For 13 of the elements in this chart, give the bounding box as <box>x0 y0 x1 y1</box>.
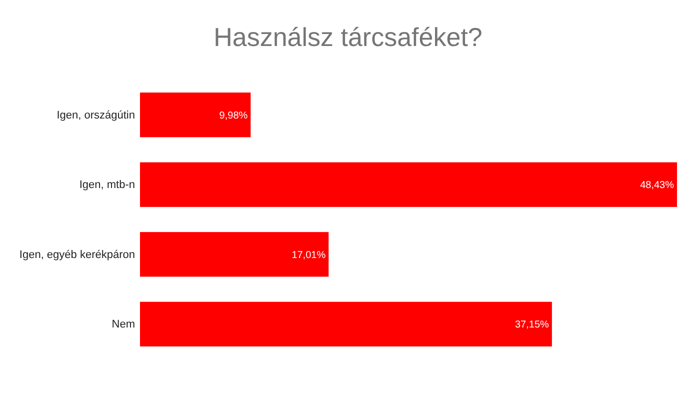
bar <box>140 92 251 138</box>
y-tick-label: Igen, országútin <box>56 109 135 122</box>
bar <box>140 302 552 346</box>
y-tick-label: Igen, mtb-n <box>79 179 135 192</box>
data-label: 17,01% <box>292 250 326 261</box>
data-label: 37,15% <box>515 320 550 331</box>
bar <box>140 232 329 277</box>
bar <box>140 162 677 207</box>
y-tick-label: Igen, egyéb kerékpáron <box>19 248 135 261</box>
y-tick-label: Nem <box>112 318 135 331</box>
data-label: 48,43% <box>640 180 674 192</box>
data-label: 9,98% <box>219 110 248 122</box>
chart-title: Használsz tárcsaféket? <box>214 22 482 52</box>
